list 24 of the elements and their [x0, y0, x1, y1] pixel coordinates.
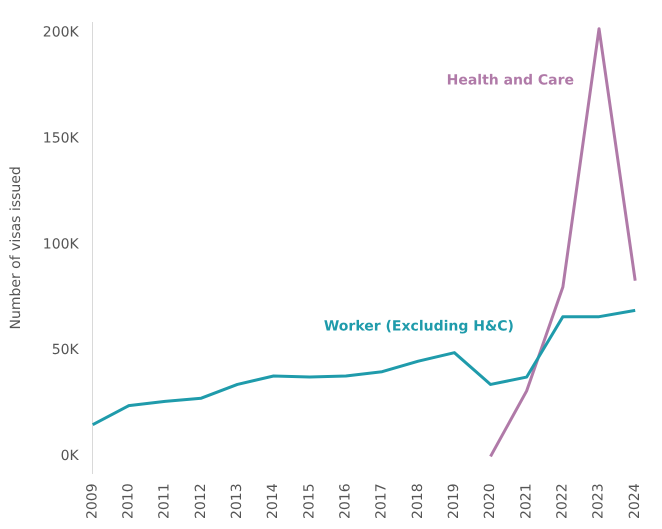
x-tick-label: 2012: [192, 483, 209, 520]
x-tick-label: 2018: [410, 483, 426, 520]
y-tick-label: 200K: [42, 24, 80, 41]
y-tick-label: 50K: [52, 342, 80, 358]
x-tick-label: 2013: [229, 483, 246, 520]
x-tick-label: 2021: [518, 483, 534, 520]
y-tick-label: 150K: [42, 130, 80, 146]
x-tick-label: 2020: [482, 483, 498, 520]
series-label: Health and Care: [446, 72, 574, 88]
y-tick-label: 100K: [42, 236, 80, 252]
x-tick-label: 2010: [120, 483, 137, 520]
y-axis-title: Number of visas issued: [8, 166, 24, 330]
x-tick-label: 2019: [446, 483, 462, 520]
x-tick-label: 2015: [301, 483, 318, 520]
x-tick-label: 2011: [156, 483, 173, 520]
x-tick-label: 2017: [374, 483, 390, 520]
x-tick-label: 2024: [626, 483, 643, 520]
x-tick-label: 2014: [265, 483, 282, 520]
x-tick-label: 2022: [554, 483, 571, 520]
text: Worker (Excluding H&C): [324, 318, 514, 334]
x-tick-label: 2009: [84, 483, 100, 520]
x-tick-label: 2023: [590, 483, 607, 520]
x-tick-label: 2016: [338, 483, 354, 520]
y-tick-label: 0K: [60, 448, 80, 464]
